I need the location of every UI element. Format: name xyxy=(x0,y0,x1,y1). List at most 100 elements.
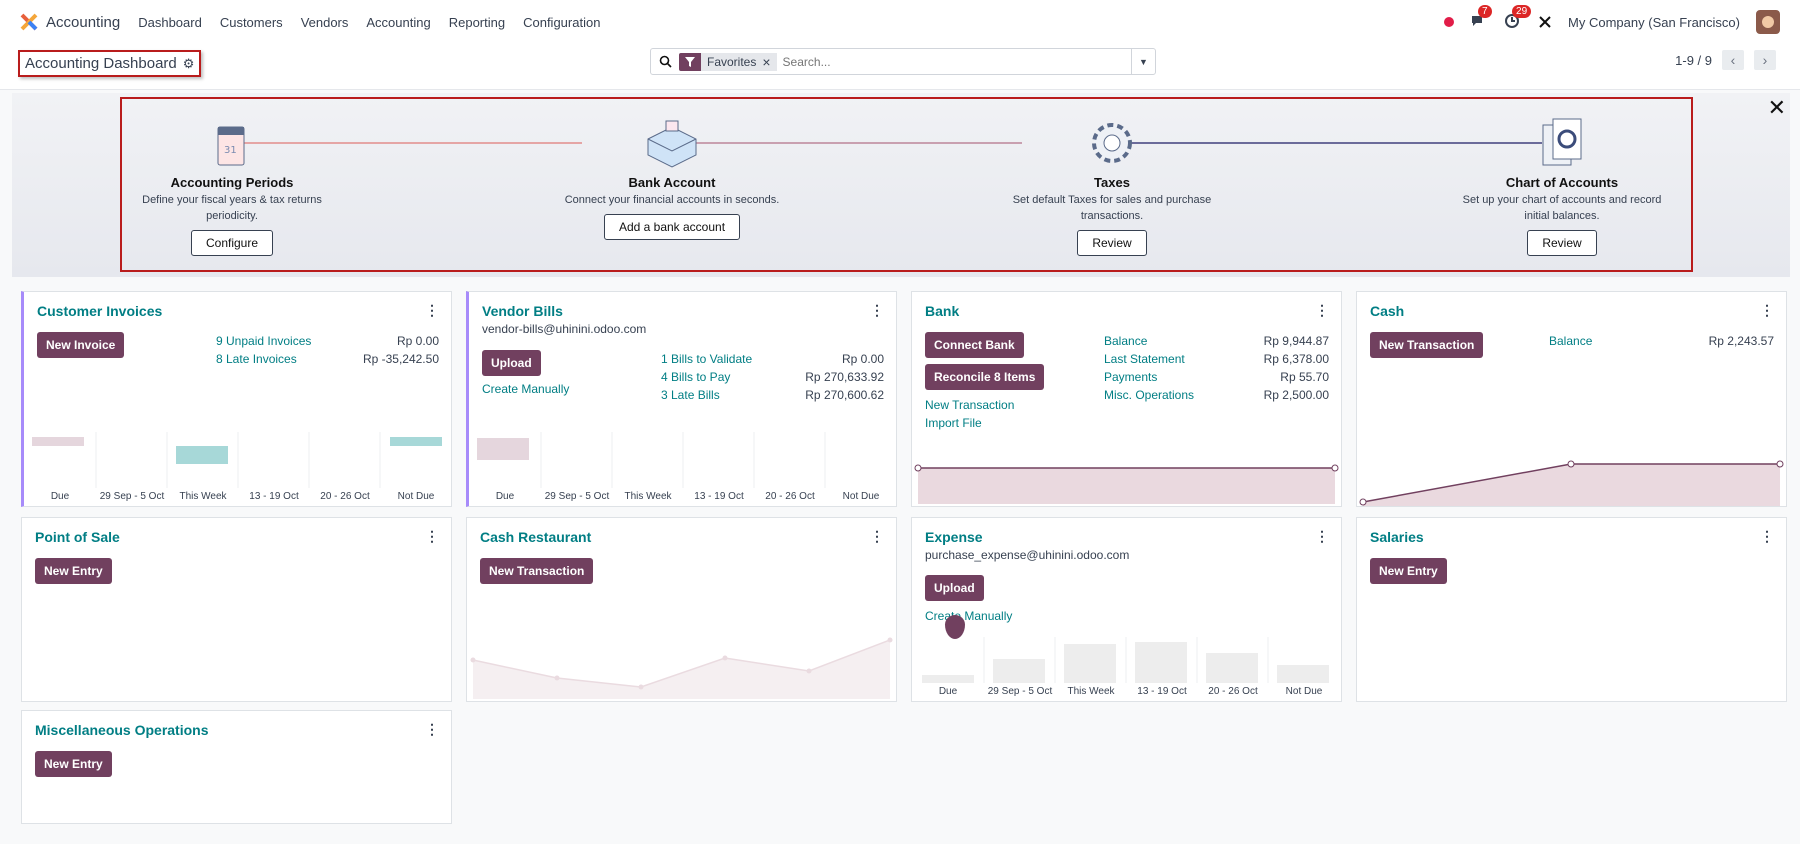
upload-button[interactable]: Upload xyxy=(925,575,984,601)
new-entry-button[interactable]: New Entry xyxy=(35,558,112,584)
balance-link[interactable]: Balance xyxy=(1104,334,1148,348)
search-options-toggle[interactable]: ▼ xyxy=(1131,49,1155,74)
journal-title[interactable]: Vendor Bills xyxy=(482,303,563,319)
aging-bar-chart[interactable] xyxy=(469,432,897,488)
sample-line-chart[interactable] xyxy=(467,631,896,701)
x-label: Not Due xyxy=(842,491,880,502)
add-bank-account-button[interactable]: Add a bank account xyxy=(603,214,741,240)
create-manually-link[interactable]: Create Manually xyxy=(482,382,570,396)
journal-title[interactable]: Bank xyxy=(925,303,960,319)
import-file-link[interactable]: Import File xyxy=(925,416,982,430)
menu-accounting[interactable]: Accounting xyxy=(366,14,431,30)
aging-bar-chart[interactable] xyxy=(24,432,452,488)
late-invoices-link[interactable]: 8 Late Invoices xyxy=(216,352,297,366)
gear-icon[interactable]: ⚙ xyxy=(182,55,195,71)
activities-button[interactable]: 29 xyxy=(1504,5,1532,31)
balance-link[interactable]: Balance xyxy=(1549,334,1593,348)
search-icon[interactable] xyxy=(659,55,672,68)
upload-button[interactable]: Upload xyxy=(482,350,541,376)
kebab-menu-icon[interactable]: ⋮ xyxy=(425,721,439,737)
kebab-menu-icon[interactable]: ⋮ xyxy=(870,302,884,318)
new-transaction-link[interactable]: New Transaction xyxy=(925,398,1015,412)
control-panel: Accounting Dashboard ⚙ Favorites × ▼ 1-9… xyxy=(0,44,1800,90)
new-invoice-button[interactable]: New Invoice xyxy=(37,332,125,358)
pager-value[interactable]: 1-9 / 9 xyxy=(1675,52,1712,68)
company-switcher[interactable]: My Company (San Francisco) xyxy=(1568,14,1740,30)
chart-point xyxy=(1776,460,1784,468)
connect-bank-button[interactable]: Connect Bank xyxy=(925,332,1024,358)
x-label: Not Due xyxy=(1285,686,1323,697)
aging-bar-chart[interactable] xyxy=(912,637,1341,683)
menu-vendors[interactable]: Vendors xyxy=(300,14,349,30)
kebab-menu-icon[interactable]: ⋮ xyxy=(425,528,439,544)
search-input[interactable] xyxy=(782,54,1123,69)
menu-customers[interactable]: Customers xyxy=(219,14,283,30)
configure-button[interactable]: Configure xyxy=(190,230,274,256)
journal-card-expense: Expense ⋮ purchase_expense@uhinini.odoo.… xyxy=(911,517,1342,702)
x-label: Due xyxy=(938,686,958,697)
onboarding-panel: 31 Accounting Periods Define your fiscal… xyxy=(12,93,1790,277)
app-brand[interactable]: Accounting xyxy=(20,13,120,31)
close-icon[interactable]: ✕ xyxy=(1767,95,1786,120)
breadcrumb: Accounting Dashboard ⚙ xyxy=(18,50,202,77)
taxes-review-button[interactable]: Review xyxy=(1077,230,1147,256)
new-transaction-button[interactable]: New Transaction xyxy=(480,558,594,584)
kebab-menu-icon[interactable]: ⋮ xyxy=(870,528,884,544)
bank-puzzle-icon xyxy=(647,120,697,168)
misc-operations-link[interactable]: Misc. Operations xyxy=(1104,388,1195,402)
last-statement-link[interactable]: Last Statement xyxy=(1104,352,1185,366)
x-label: 13 - 19 Oct xyxy=(249,491,299,502)
journal-title[interactable]: Cash xyxy=(1370,303,1405,319)
facet-remove-icon[interactable]: × xyxy=(762,52,777,71)
filter-icon xyxy=(679,52,701,71)
journal-title[interactable]: Customer Invoices xyxy=(37,303,163,319)
late-bills-link[interactable]: 3 Late Bills xyxy=(661,388,720,402)
journal-title[interactable]: Miscellaneous Operations xyxy=(35,722,209,738)
x-label: 13 - 19 Oct xyxy=(1137,686,1187,697)
journal-card-salaries: Salaries ⋮ New Entry xyxy=(1356,517,1787,702)
chart-of-accounts-icon xyxy=(1542,118,1582,166)
user-avatar[interactable] xyxy=(1756,10,1780,34)
menu-dashboard[interactable]: Dashboard xyxy=(138,14,202,30)
x-label: This Week xyxy=(179,491,227,502)
create-manually-link[interactable]: Create Manually xyxy=(925,609,1013,623)
progress-line xyxy=(682,142,1022,144)
journal-title[interactable]: Expense xyxy=(925,529,983,545)
journal-title[interactable]: Point of Sale xyxy=(35,529,120,545)
new-entry-button[interactable]: New Entry xyxy=(1370,558,1447,584)
unpaid-invoices-link[interactable]: 9 Unpaid Invoices xyxy=(216,334,312,348)
caret-down-icon: ▼ xyxy=(1139,56,1148,67)
pager-previous-button[interactable]: ‹ xyxy=(1722,50,1744,70)
balance-line-chart[interactable] xyxy=(912,458,1341,506)
tools-icon[interactable] xyxy=(1538,15,1552,29)
menu-reporting[interactable]: Reporting xyxy=(448,14,506,30)
chart-point xyxy=(914,464,922,472)
kebab-menu-icon[interactable]: ⋮ xyxy=(1315,528,1329,544)
x-label: 29 Sep - 5 Oct xyxy=(544,491,610,502)
gear-tax-icon xyxy=(1092,123,1132,163)
messages-button[interactable]: 7 xyxy=(1470,5,1492,31)
pager-next-button[interactable]: › xyxy=(1754,50,1776,70)
balance-line-chart[interactable] xyxy=(1357,458,1786,506)
reconcile-button[interactable]: Reconcile 8 Items xyxy=(925,364,1045,390)
bills-to-pay-link[interactable]: 4 Bills to Pay xyxy=(661,370,731,384)
progress-line xyxy=(242,142,582,144)
kebab-menu-icon[interactable]: ⋮ xyxy=(1760,528,1774,544)
journal-title[interactable]: Salaries xyxy=(1370,529,1424,545)
payments-link[interactable]: Payments xyxy=(1104,370,1158,384)
chart-point xyxy=(806,668,812,674)
kebab-menu-icon[interactable]: ⋮ xyxy=(1760,302,1774,318)
journal-card-cash: Cash ⋮ New Transaction Balance Rp 2,243.… xyxy=(1356,291,1787,507)
menu-configuration[interactable]: Configuration xyxy=(523,14,601,30)
journal-card-bank: Bank ⋮ Connect Bank Reconcile 8 Items Ne… xyxy=(911,291,1342,507)
progress-line xyxy=(1122,142,1542,144)
chart-review-button[interactable]: Review xyxy=(1527,230,1597,256)
new-entry-button[interactable]: New Entry xyxy=(35,751,112,777)
step-taxes: Taxes Set default Taxes for sales and pu… xyxy=(1002,99,1222,256)
kebab-menu-icon[interactable]: ⋮ xyxy=(1315,302,1329,318)
status-dot-icon[interactable] xyxy=(1444,17,1455,27)
new-transaction-button[interactable]: New Transaction xyxy=(1370,332,1484,358)
journal-title[interactable]: Cash Restaurant xyxy=(480,529,592,545)
kebab-menu-icon[interactable]: ⋮ xyxy=(425,302,439,318)
bills-to-validate-link[interactable]: 1 Bills to Validate xyxy=(661,352,753,366)
